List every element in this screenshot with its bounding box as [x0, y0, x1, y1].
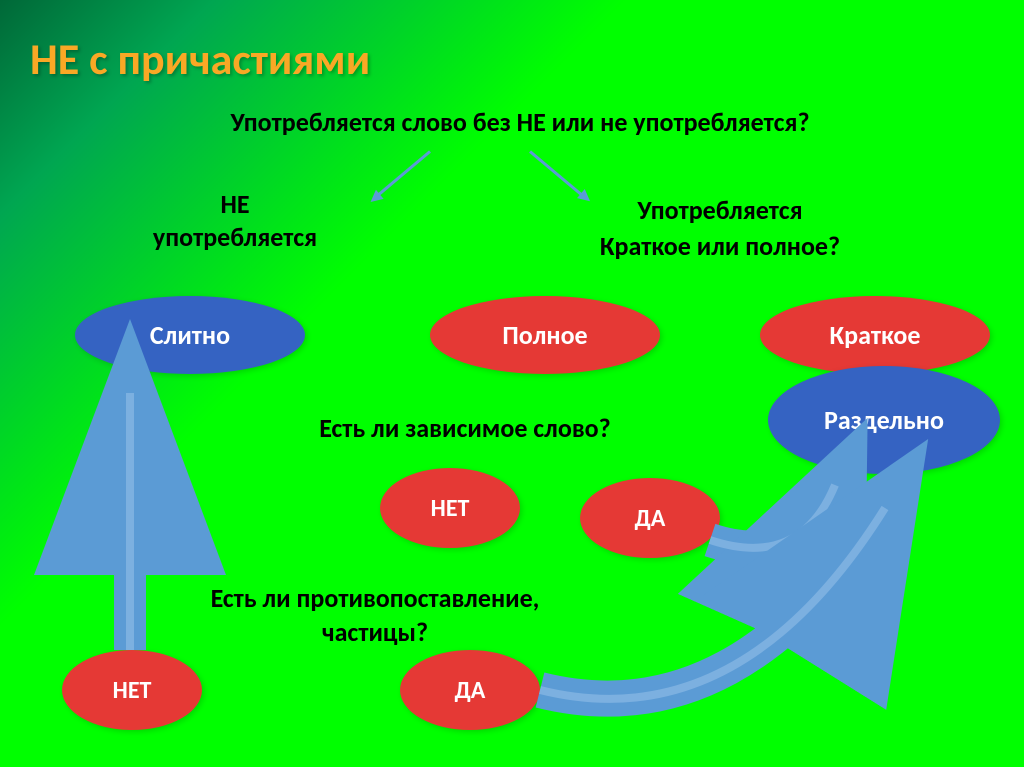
right-label: Употребляется Краткое или полное? — [520, 192, 920, 265]
contrast-l1: Есть ли противопоставление, — [211, 582, 540, 614]
main-question: Употребляется слово без НЕ или не употре… — [140, 106, 900, 138]
right-label-l2: Краткое или полное? — [600, 230, 840, 262]
arrow-da2-to-razdelno — [520, 460, 940, 750]
left-label-l1: НЕ — [220, 188, 249, 220]
arrow-net-to-slitno — [95, 375, 165, 655]
left-label: НЕ употребляется — [110, 188, 360, 253]
node-kratkoe: Краткое — [760, 296, 990, 374]
node-slitno: Слитно — [75, 296, 305, 374]
node-polnoe: Полное — [430, 296, 660, 374]
left-label-l2: употребляется — [153, 221, 317, 253]
node-net2: НЕТ — [62, 650, 202, 730]
page-title: НЕ с причастиями — [30, 32, 370, 86]
node-da2: ДА — [400, 650, 540, 730]
right-label-l1: Употребляется — [637, 194, 802, 226]
node-net1: НЕТ — [380, 468, 520, 548]
contrast-l2: частицы? — [322, 616, 428, 648]
dependent-question: Есть ли зависимое слово? — [230, 412, 700, 444]
